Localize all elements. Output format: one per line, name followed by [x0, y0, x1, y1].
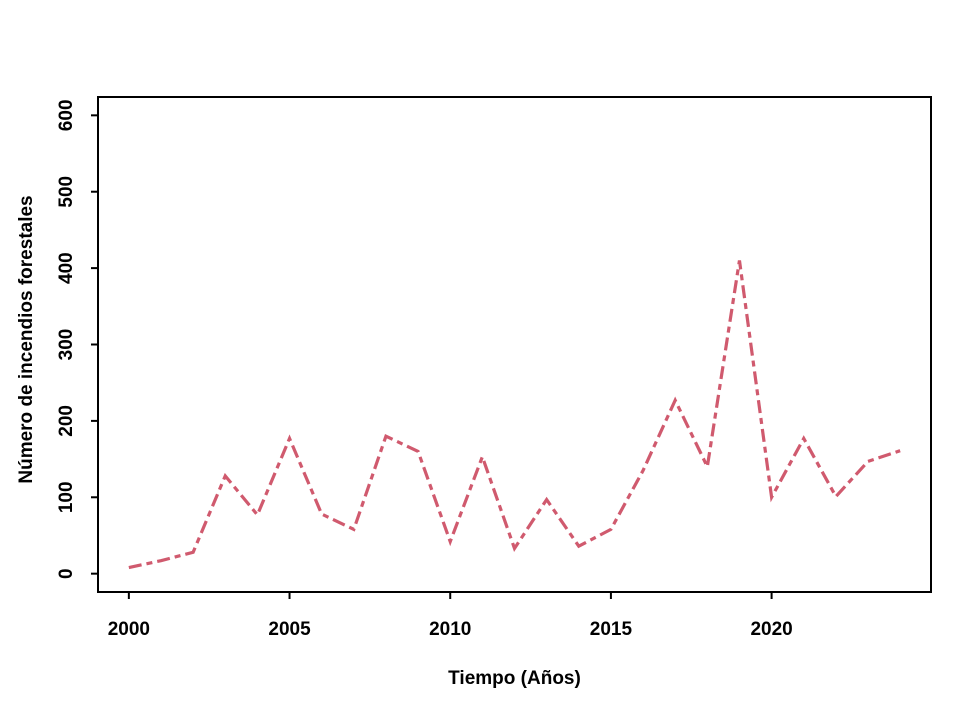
x-tick-label: 2020	[750, 619, 792, 640]
y-tick-label: 200	[56, 405, 77, 437]
y-tick-label: 500	[56, 176, 77, 208]
y-tick-label: 300	[56, 329, 77, 361]
y-axis-label: Número de incendios forestales	[16, 195, 37, 483]
plot-box	[97, 96, 932, 593]
x-tick-label: 2015	[590, 619, 633, 640]
x-axis-label: Tiempo (Años)	[448, 668, 581, 689]
y-tick-label: 400	[56, 252, 77, 284]
y-tick-label: 0	[56, 568, 77, 579]
series-line	[128, 260, 901, 570]
x-tick-label: 2010	[429, 619, 471, 640]
x-tick-label: 2000	[108, 619, 150, 640]
y-tick-label: 100	[56, 481, 77, 513]
x-tick-label: 2005	[268, 619, 311, 640]
y-tick-label: 600	[56, 99, 77, 131]
